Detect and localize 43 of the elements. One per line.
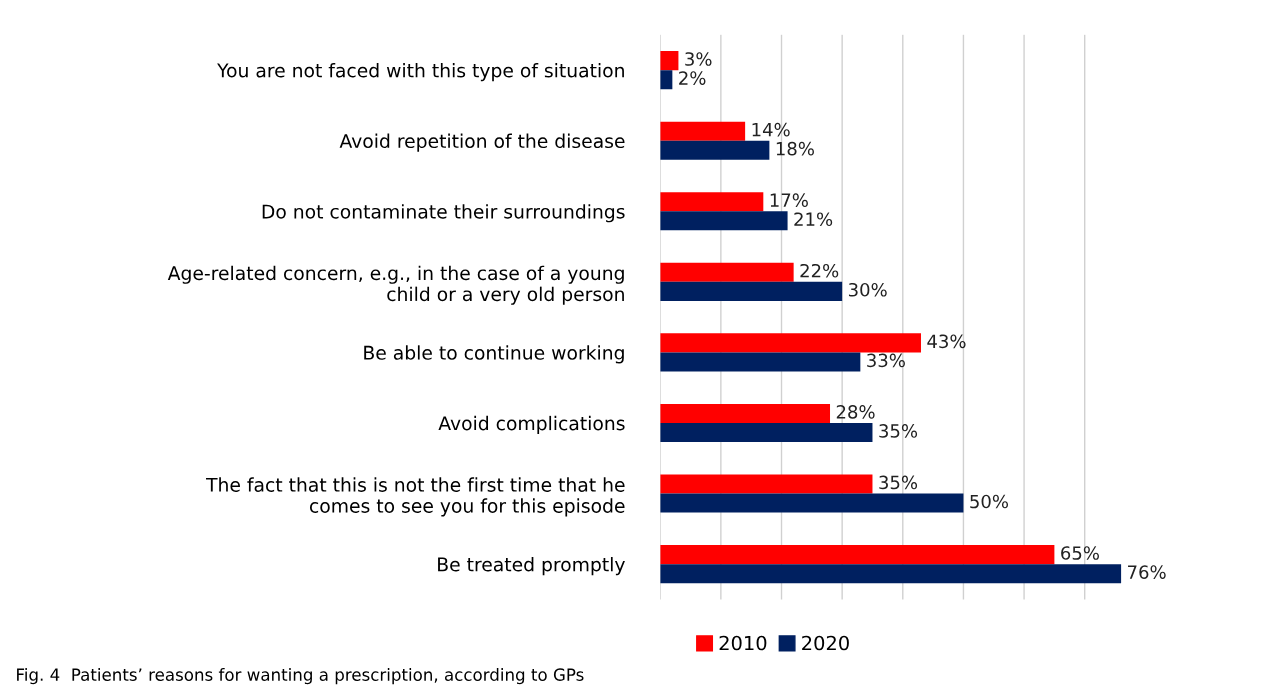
- data-label: 3%: [685, 52, 712, 66]
- y-tick-label: Age-related concern, e.g., in the case of a young child or a very old person: [167, 265, 624, 305]
- bar: [660, 192, 764, 212]
- data-label: 17%: [770, 193, 808, 207]
- data-label: 2%: [679, 71, 706, 85]
- y-tick-label: Avoid repetition of the disease: [339, 133, 625, 152]
- bar: [660, 70, 673, 90]
- data-label: 43%: [927, 334, 966, 349]
- caption: Fig. 4 Patients’ reasons for wanting a prescription, according to GPs: [17, 668, 584, 685]
- y-tick-label: Avoid complications: [438, 415, 625, 435]
- bar: [660, 140, 770, 160]
- bar: [660, 333, 921, 353]
- legend-label: 2010: [719, 635, 767, 651]
- data-label: 65%: [1061, 546, 1099, 560]
- data-label: 33%: [867, 353, 905, 368]
- bar: [660, 211, 788, 231]
- bar: [660, 403, 831, 423]
- legend-label: 2020: [802, 635, 849, 651]
- data-label: 28%: [836, 405, 875, 419]
- bar: [660, 121, 746, 141]
- bar: [660, 281, 843, 301]
- bar: [660, 564, 1122, 584]
- data-label: 50%: [970, 494, 1009, 509]
- data-label: 30%: [848, 282, 887, 297]
- y-tick-label: Do not contaminate their surroundings: [262, 204, 625, 223]
- y-tick-label: Be treated promptly: [438, 557, 625, 576]
- data-label: 14%: [752, 122, 790, 137]
- data-label: 35%: [879, 475, 918, 490]
- y-tick-label: You are not faced with this type of situation: [217, 63, 624, 82]
- y-tick-label: The fact that this is not the first time that he comes to see you for this episode: [206, 477, 625, 517]
- data-label: 76%: [1128, 565, 1166, 579]
- data-label: 18%: [776, 141, 814, 156]
- y-tick-label: Be able to continue working: [364, 345, 624, 364]
- data-label: 35%: [879, 424, 918, 438]
- bar: [660, 51, 679, 71]
- bar: [660, 493, 964, 513]
- bar: [660, 262, 794, 282]
- data-label: 22%: [800, 263, 839, 278]
- data-label: 21%: [794, 212, 833, 227]
- bar: [660, 352, 861, 372]
- bar: [660, 474, 873, 494]
- bar: [660, 545, 1055, 565]
- bar: [660, 422, 873, 443]
